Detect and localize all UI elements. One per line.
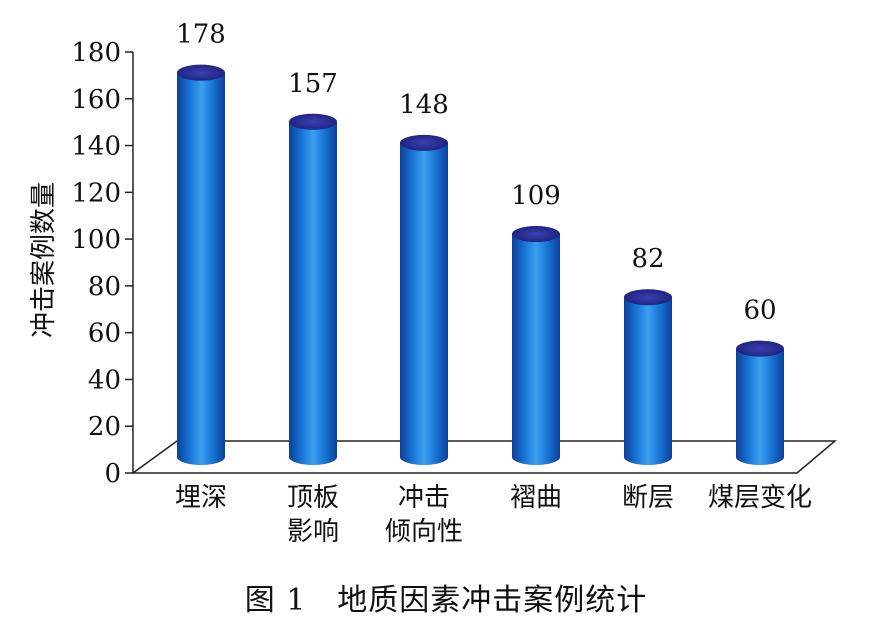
y-tick-label: 120: [71, 178, 121, 208]
bars-group: [177, 64, 784, 466]
bar-top-cap: [400, 134, 448, 151]
y-tick-label: 100: [71, 225, 121, 255]
y-tick-label: 20: [88, 412, 121, 442]
bar-top-cap: [736, 340, 784, 357]
y-tick-label: 60: [88, 319, 121, 349]
x-category-label: 埋深: [175, 483, 227, 513]
bar-value-label: 82: [631, 244, 664, 274]
y-tick-label: 0: [104, 459, 121, 489]
x-category-label: 影响: [287, 517, 339, 547]
x-category-label: 断层: [622, 483, 674, 513]
value-labels: 178 157 148 109 82 60: [176, 20, 776, 326]
x-category-label: 煤层变化: [708, 483, 812, 513]
figure-caption: 图 1 地质因素冲击案例统计: [244, 583, 648, 618]
bar-top-cap: [624, 289, 672, 306]
bar-body: [177, 72, 225, 465]
bar-top-cap: [512, 226, 560, 243]
bar-top-cap: [177, 64, 225, 81]
x-category-label: 顶板: [287, 483, 339, 513]
x-category-label: 倾向性: [385, 517, 463, 547]
bar-body: [400, 142, 448, 465]
bar-top-cap: [289, 113, 337, 130]
bar-body: [624, 297, 672, 465]
y-axis-ticks: 0 20 40 60 80 100 120 140 160 180: [71, 38, 133, 489]
y-tick-label: 140: [71, 132, 121, 162]
y-axis-label: 冲击案例数量: [29, 182, 59, 338]
y-tick-label: 40: [88, 365, 121, 395]
chart-floor: [130, 440, 838, 474]
bar-body: [736, 348, 784, 465]
bar-body: [512, 234, 560, 465]
bar-chart: 0 20 40 60 80 100 120 140 160 180 178 157 148 109 82 6…: [29, 20, 838, 547]
bar-body: [289, 121, 337, 466]
bar-value-label: 148: [399, 90, 449, 120]
bar-value-label: 60: [743, 296, 776, 326]
y-tick-label: 80: [88, 272, 121, 302]
y-tick-label: 160: [71, 85, 121, 115]
bar-value-label: 157: [288, 69, 338, 99]
bar-value-label: 109: [511, 181, 561, 211]
y-tick-label: 180: [71, 38, 121, 68]
bar-value-label: 178: [176, 20, 226, 50]
x-category-label: 褶曲: [510, 483, 562, 513]
x-category-label: 冲击: [398, 483, 450, 513]
